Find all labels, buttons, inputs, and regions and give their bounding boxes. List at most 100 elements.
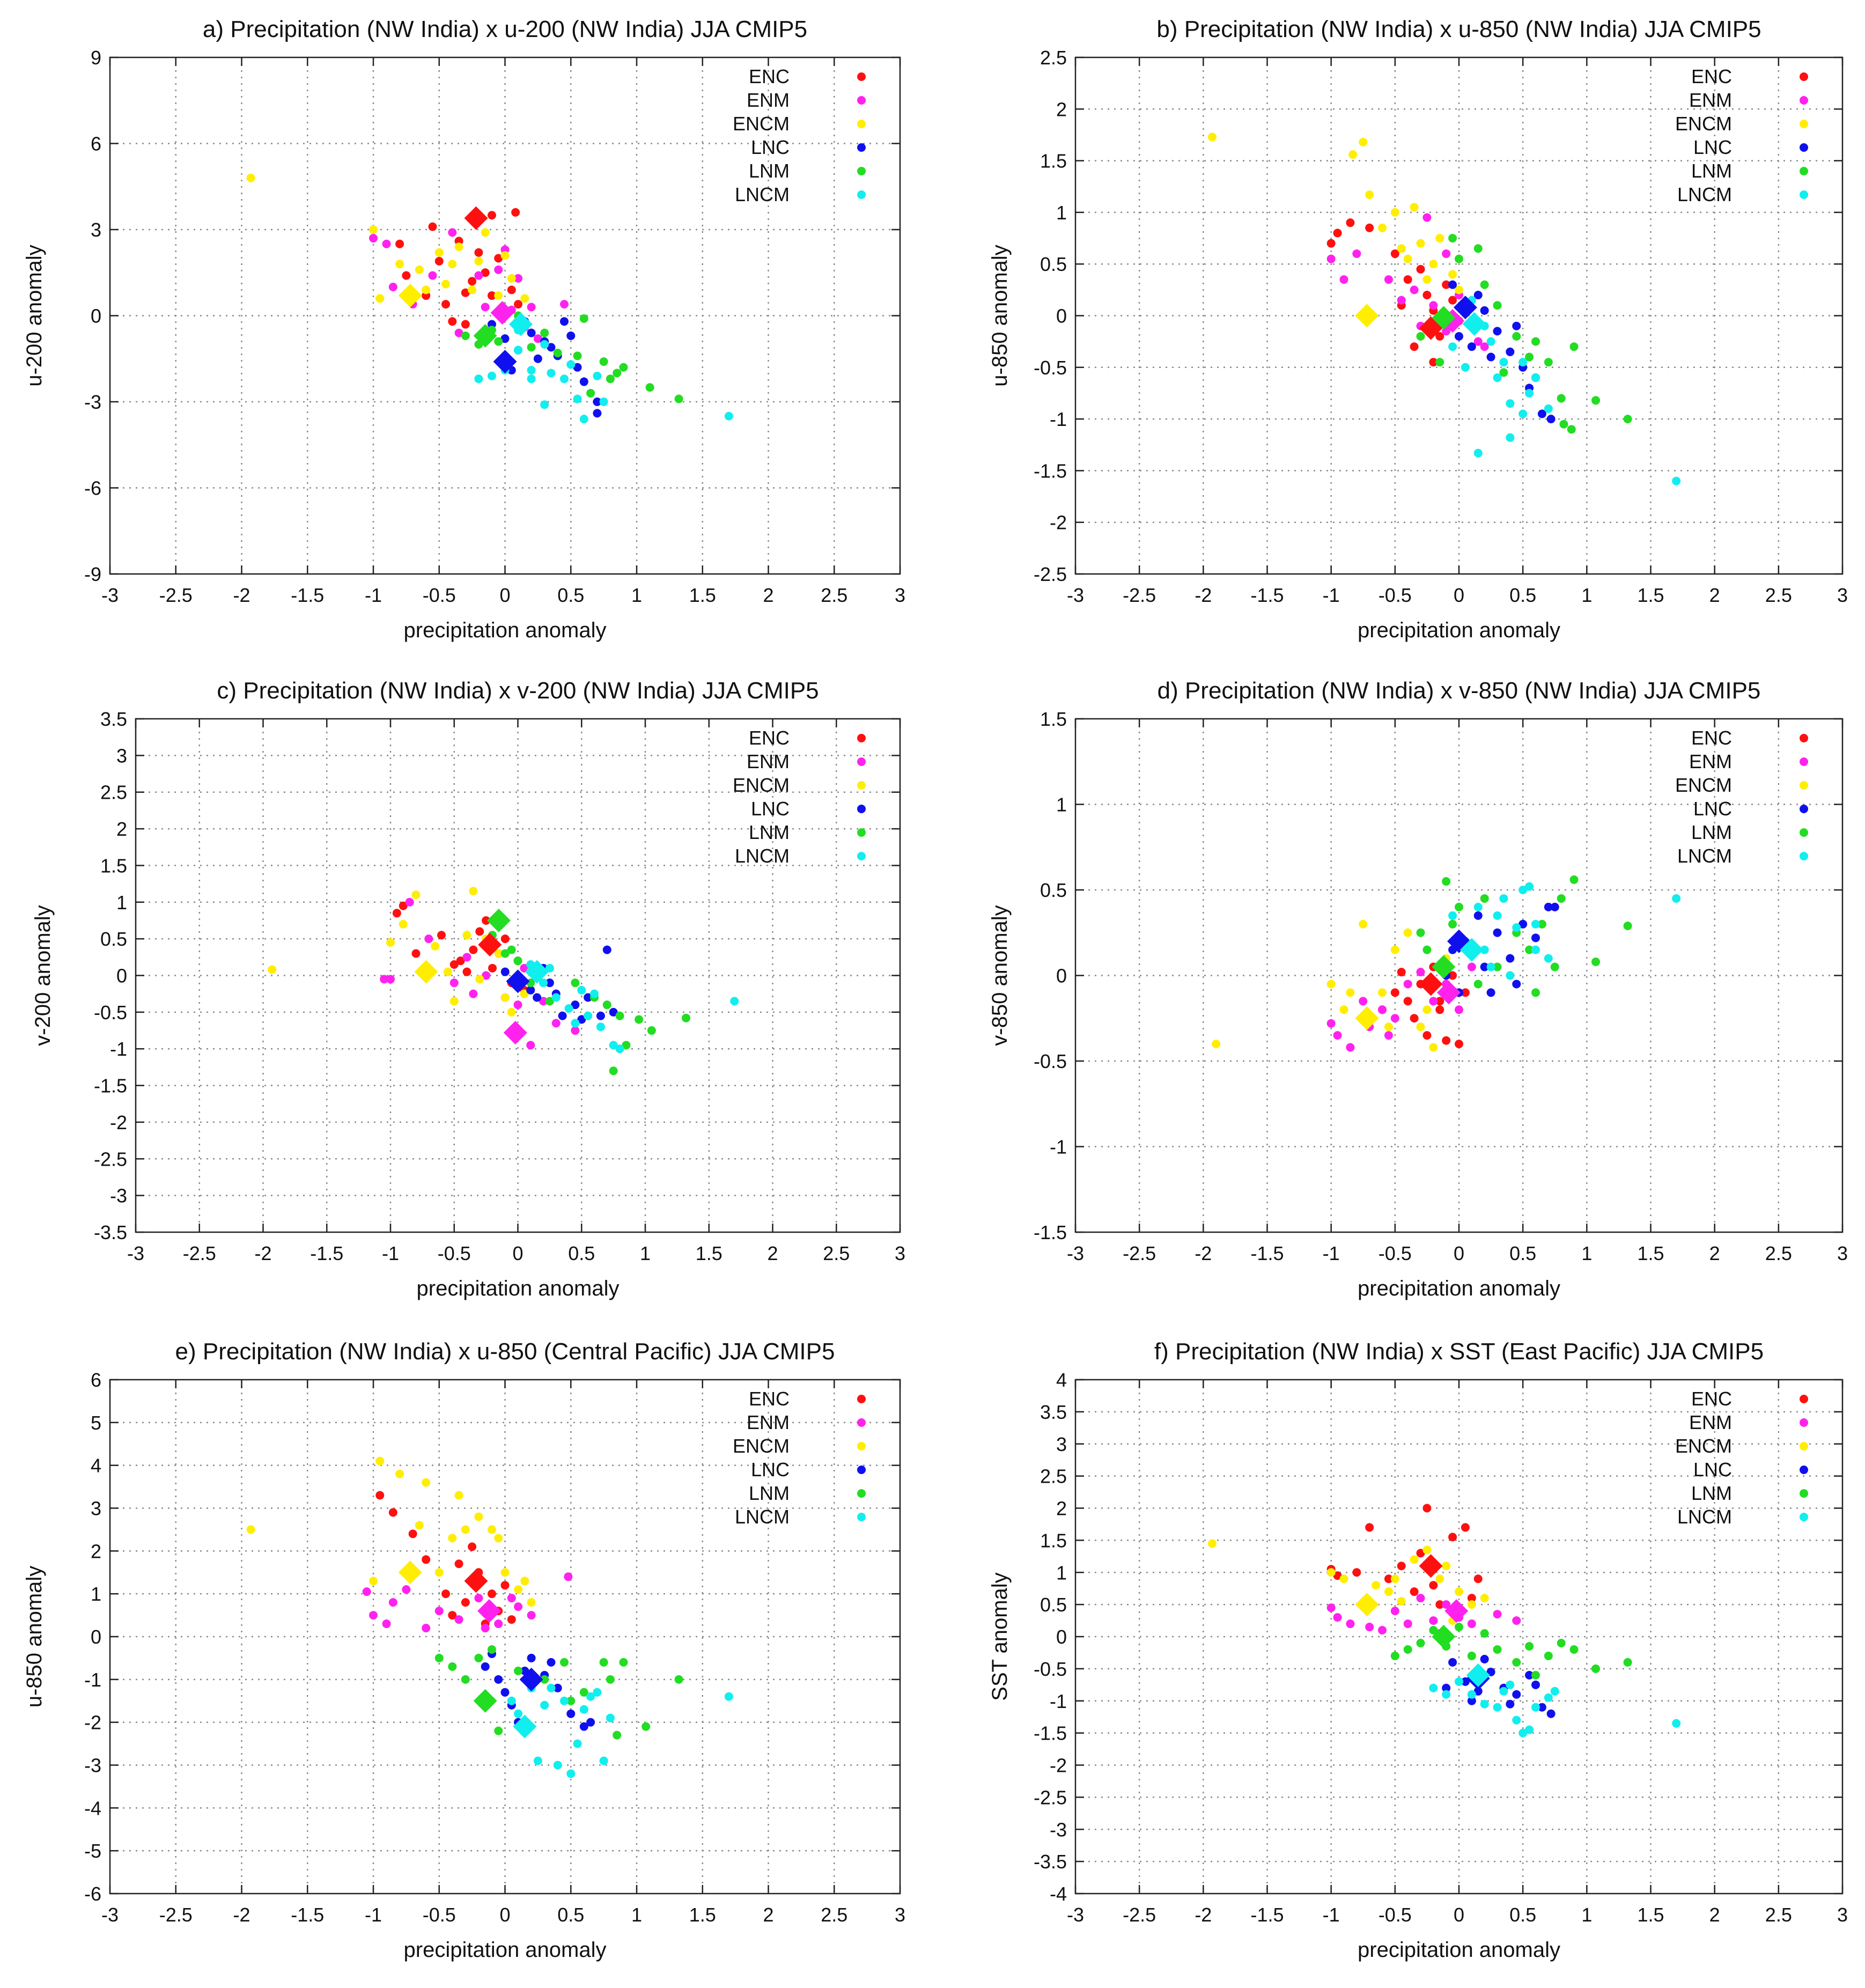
legend-label-encm: ENCM <box>1675 113 1732 135</box>
x-tick-label: -3 <box>101 584 119 606</box>
point-enm <box>1410 285 1419 294</box>
point-lncm <box>1473 448 1483 458</box>
point-enc <box>1442 1036 1451 1045</box>
point-lncm <box>1672 1719 1681 1728</box>
point-enc <box>488 963 497 973</box>
mean-marker-enc <box>1419 1554 1443 1578</box>
point-encm <box>1365 190 1374 200</box>
point-enm <box>474 1594 483 1603</box>
x-tick-label: 1 <box>631 1904 642 1926</box>
point-enc <box>487 211 496 220</box>
point-lncm <box>1531 919 1540 929</box>
x-tick-label: 2.5 <box>1765 1904 1792 1926</box>
point-enm <box>1442 1600 1451 1609</box>
legend-label-lnc: LNC <box>751 798 790 820</box>
legend-label-lnm: LNM <box>1691 821 1732 843</box>
point-enc <box>454 1559 463 1569</box>
y-tick-label: 1 <box>1056 794 1067 816</box>
point-enm <box>448 228 457 237</box>
x-tick-label: -1.5 <box>1250 1242 1284 1264</box>
point-lnm <box>1403 1645 1412 1654</box>
point-enm <box>1416 968 1425 977</box>
point-lncm <box>487 371 496 380</box>
y-tick-label: -3 <box>110 1185 127 1207</box>
y-tick-label: -6 <box>84 477 101 499</box>
point-lncm <box>1480 1699 1489 1709</box>
y-tick-label: 0 <box>1056 305 1067 327</box>
point-enc <box>1416 264 1425 274</box>
point-encm <box>1339 1005 1348 1014</box>
point-lnm <box>1448 919 1457 929</box>
point-enm <box>1333 1613 1342 1622</box>
point-lncm <box>1448 911 1457 920</box>
y-tick-label: 0.5 <box>100 928 127 950</box>
point-lnc <box>571 1000 580 1010</box>
point-enm <box>481 303 490 312</box>
point-encm <box>1208 132 1217 142</box>
point-enm <box>388 1598 397 1607</box>
point-encm <box>1416 1022 1425 1032</box>
point-lnm <box>1422 945 1432 954</box>
legend-label-enc: ENC <box>749 1388 790 1410</box>
point-lnm <box>674 1675 683 1684</box>
point-lncm <box>540 1700 549 1710</box>
point-lncm <box>579 415 588 424</box>
y-tick-label: -1.5 <box>1034 1221 1067 1243</box>
x-tick-label: -0.5 <box>1379 584 1412 606</box>
point-enc <box>1461 1523 1470 1532</box>
x-tick-label: -2 <box>1195 584 1212 606</box>
point-lncm <box>1506 971 1515 980</box>
x-tick-label: -2.5 <box>183 1242 216 1264</box>
point-enm <box>1429 301 1438 310</box>
x-axis-label: precipitation anomaly <box>417 1277 620 1300</box>
y-tick-label: 1 <box>1056 1562 1067 1584</box>
point-lncm <box>1480 945 1489 954</box>
point-enm <box>533 334 542 343</box>
point-enm <box>514 274 523 283</box>
point-enm <box>1346 1619 1355 1629</box>
point-lnm <box>1531 988 1540 997</box>
point-lncm <box>586 1692 595 1701</box>
point-lncm <box>1448 342 1457 351</box>
x-tick-label: -2 <box>254 1242 271 1264</box>
point-lncm <box>606 1713 615 1722</box>
point-lnm <box>1569 1645 1579 1654</box>
y-tick-label: 1.5 <box>1040 708 1067 730</box>
point-lncm <box>1506 1680 1515 1689</box>
mean-marker-lncm <box>1466 1663 1490 1687</box>
point-lnc <box>558 1011 567 1020</box>
point-lnc <box>584 993 593 1002</box>
point-enc <box>1416 1549 1425 1558</box>
point-enc <box>1365 223 1374 232</box>
point-lnm <box>1512 332 1521 341</box>
x-axis-label: precipitation anomaly <box>1358 1277 1560 1300</box>
panel-title: b) Precipitation (NW India) x u-850 (NW … <box>1156 16 1761 42</box>
point-lnm <box>1448 234 1457 243</box>
point-enc <box>1403 997 1412 1006</box>
point-lnm <box>1493 962 1502 971</box>
point-encm <box>1403 254 1412 263</box>
point-lnm <box>1525 352 1534 362</box>
point-enc <box>1333 1571 1342 1580</box>
x-tick-label: 2.5 <box>823 1242 850 1264</box>
y-axis-label: SST anomaly <box>988 1572 1012 1700</box>
point-lnm <box>1623 921 1632 930</box>
legend-swatch-lnc <box>857 1466 866 1474</box>
point-lncm <box>540 400 549 409</box>
point-encm <box>268 965 277 974</box>
point-enc <box>474 248 483 257</box>
point-lnc <box>547 343 556 352</box>
legend-label-encm: ENCM <box>733 774 790 796</box>
point-lnm <box>1623 1658 1632 1667</box>
point-lnm <box>1429 1626 1438 1635</box>
point-lnm <box>1473 980 1483 989</box>
legend-swatch-encm <box>857 1442 866 1450</box>
point-lnm <box>1473 244 1483 253</box>
point-lnc <box>533 993 542 1002</box>
legend-swatch-encm <box>1800 781 1808 790</box>
legend-swatch-enm <box>1800 1418 1808 1427</box>
point-encm <box>1390 945 1399 954</box>
point-encm <box>395 260 404 269</box>
point-lnc <box>494 1675 503 1684</box>
y-tick-label: 2 <box>1056 98 1067 120</box>
